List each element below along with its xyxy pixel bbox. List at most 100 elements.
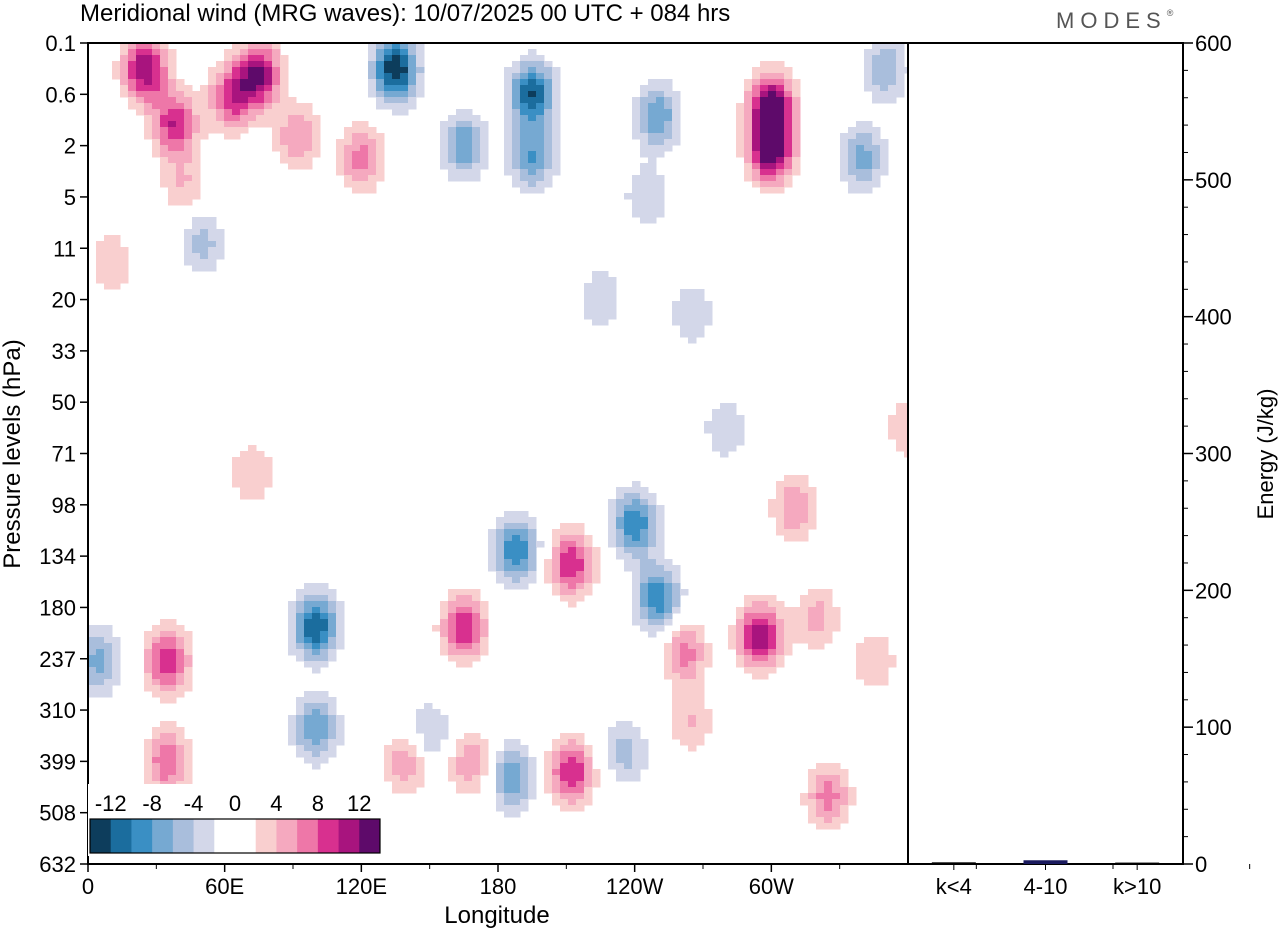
contour-cell bbox=[864, 175, 873, 182]
contour-cell bbox=[400, 109, 409, 116]
contour-cell bbox=[320, 733, 329, 740]
contour-cell bbox=[640, 547, 649, 554]
contour-cell bbox=[320, 709, 329, 716]
contour-cell bbox=[168, 151, 177, 158]
contour-cell bbox=[496, 577, 505, 584]
contour-cell bbox=[792, 499, 801, 506]
contour-cell bbox=[544, 97, 553, 104]
contour-cell bbox=[776, 529, 785, 536]
contour-cell bbox=[528, 79, 537, 86]
contour-cell bbox=[520, 91, 529, 98]
contour-cell bbox=[704, 655, 713, 662]
contour-cell bbox=[752, 115, 761, 122]
contour-cell bbox=[872, 49, 881, 56]
contour-cell bbox=[584, 577, 593, 584]
contour-cell bbox=[808, 817, 817, 824]
contour-cell bbox=[648, 535, 657, 542]
contour-cell bbox=[208, 91, 217, 98]
contour-cell bbox=[768, 181, 777, 188]
contour-cell bbox=[120, 55, 129, 62]
contour-cell bbox=[168, 115, 177, 122]
contour-cell bbox=[472, 595, 481, 602]
contour-cell bbox=[632, 517, 641, 524]
contour-cell bbox=[648, 529, 657, 536]
contour-cell bbox=[640, 91, 649, 98]
contour-cell bbox=[120, 85, 129, 92]
contour-cell bbox=[184, 97, 193, 104]
contour-cell bbox=[328, 625, 337, 632]
contour-cell bbox=[624, 499, 633, 506]
contour-cell bbox=[672, 631, 681, 638]
contour-cell bbox=[848, 139, 857, 146]
contour-cell bbox=[632, 499, 641, 506]
contour-cell bbox=[792, 493, 801, 500]
contour-cell bbox=[288, 733, 297, 740]
contour-cell bbox=[872, 133, 881, 140]
contour-cell bbox=[88, 649, 97, 656]
contour-cell bbox=[480, 619, 489, 626]
contour-cell bbox=[256, 121, 265, 128]
contour-cell bbox=[400, 739, 409, 746]
contour-cell bbox=[88, 691, 97, 698]
contour-cell bbox=[632, 529, 641, 536]
contour-cell bbox=[768, 499, 777, 506]
contour-cell bbox=[336, 733, 345, 740]
contour-cell bbox=[128, 61, 137, 68]
colorbar-label: -8 bbox=[142, 791, 162, 816]
contour-cell bbox=[160, 775, 169, 782]
contour-cell bbox=[456, 121, 465, 128]
contour-cell bbox=[640, 553, 649, 560]
contour-cell bbox=[272, 115, 281, 122]
contour-cell bbox=[512, 769, 521, 776]
contour-cell bbox=[800, 793, 809, 800]
contour-cell bbox=[760, 655, 769, 662]
contour-cell bbox=[96, 631, 105, 638]
contour-cell bbox=[616, 745, 625, 752]
contour-cell bbox=[360, 145, 369, 152]
contour-cell bbox=[512, 61, 521, 68]
contour-cell bbox=[656, 619, 665, 626]
contour-cell bbox=[504, 793, 513, 800]
contour-cell bbox=[504, 145, 513, 152]
contour-cell bbox=[688, 703, 697, 710]
contour-cell bbox=[744, 649, 753, 656]
contour-cell bbox=[328, 589, 337, 596]
contour-cell bbox=[288, 625, 297, 632]
contour-cell bbox=[640, 211, 649, 218]
contour-cell bbox=[368, 127, 377, 134]
contour-cell bbox=[528, 547, 537, 554]
contour-cell bbox=[192, 103, 201, 110]
contour-cell bbox=[584, 757, 593, 764]
contour-cell bbox=[552, 775, 561, 782]
contour-cell bbox=[784, 73, 793, 80]
contour-cell bbox=[560, 571, 569, 578]
contour-cell bbox=[264, 109, 273, 116]
contour-cell bbox=[760, 97, 769, 104]
contour-cell bbox=[896, 85, 905, 92]
contour-cell bbox=[168, 157, 177, 164]
contour-cell bbox=[400, 745, 409, 752]
contour-cell bbox=[824, 613, 833, 620]
contour-cell bbox=[168, 127, 177, 134]
contour-cell bbox=[616, 547, 625, 554]
contour-cell bbox=[288, 103, 297, 110]
contour-cell bbox=[792, 535, 801, 542]
contour-cell bbox=[632, 193, 641, 200]
contour-cell bbox=[456, 643, 465, 650]
contour-cell bbox=[144, 631, 153, 638]
contour-cell bbox=[632, 601, 641, 608]
contour-cell bbox=[144, 79, 153, 86]
contour-cell bbox=[512, 163, 521, 170]
contour-cell bbox=[656, 193, 665, 200]
contour-cell bbox=[544, 157, 553, 164]
contour-cell bbox=[152, 73, 161, 80]
contour-cell bbox=[856, 145, 865, 152]
contour-cell bbox=[880, 97, 889, 104]
contour-cell bbox=[616, 541, 625, 548]
contour-cell bbox=[456, 631, 465, 638]
contour-cell bbox=[256, 49, 265, 56]
contour-cell bbox=[160, 649, 169, 656]
contour-cell bbox=[592, 271, 601, 278]
contour-cell bbox=[848, 163, 857, 170]
contour-cell bbox=[168, 763, 177, 770]
